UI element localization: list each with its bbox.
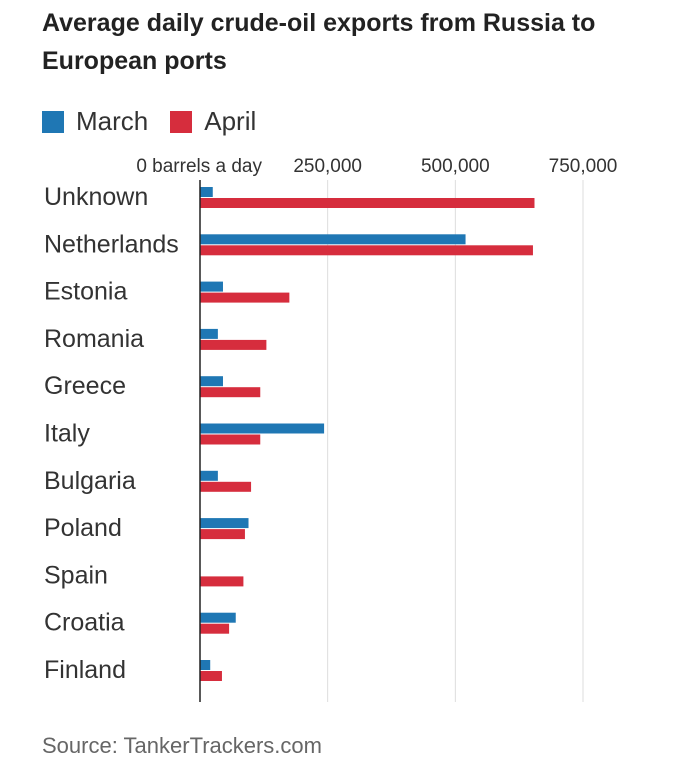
bar-april <box>200 387 261 398</box>
legend-item-march: March <box>42 106 148 137</box>
category-label: Greece <box>44 372 126 400</box>
legend-swatch-march <box>42 110 64 133</box>
bar-april <box>200 529 245 540</box>
bar-march <box>200 518 249 529</box>
bar-april <box>200 198 535 208</box>
bar-april <box>200 576 244 587</box>
category-label: Finland <box>44 656 126 684</box>
bar-march <box>200 328 218 339</box>
x-tick-label: 250,000 <box>293 156 362 177</box>
x-tick-label: 750,000 <box>549 156 618 177</box>
bar-april <box>200 481 252 492</box>
bar-april <box>200 292 290 303</box>
bar-march <box>200 376 223 387</box>
bar-april <box>200 623 230 634</box>
category-label: Netherlands <box>44 230 179 258</box>
legend: March April <box>42 106 278 137</box>
bar-march <box>200 187 213 197</box>
category-label: Poland <box>44 514 122 542</box>
category-label: Estonia <box>44 278 127 306</box>
bar-march <box>200 234 466 245</box>
bar-chart: 0 barrels a day 250,000 500,000 750,000 Unkn… <box>44 156 618 702</box>
category-label: Romania <box>44 325 144 353</box>
bar-april <box>200 245 533 256</box>
category-label: Italy <box>44 420 90 448</box>
bar-march <box>200 660 211 670</box>
legend-label-april: April <box>204 106 257 136</box>
category-label: Bulgaria <box>44 467 136 495</box>
bar-march <box>200 423 325 434</box>
bar-april <box>200 434 261 445</box>
category-label: Croatia <box>44 609 125 637</box>
legend-swatch-april <box>170 110 193 133</box>
chart-title: Average daily crude-oil exports from Rus… <box>42 9 596 75</box>
bar-april <box>200 339 267 350</box>
bar-march <box>200 612 236 623</box>
bar-april <box>200 671 222 681</box>
legend-label-march: March <box>76 106 149 136</box>
category-label: Unknown <box>44 183 148 211</box>
bar-march <box>200 470 218 481</box>
bar-march <box>200 281 223 292</box>
x-tick-label: 0 barrels a day <box>136 156 262 177</box>
x-tick-label: 500,000 <box>421 156 490 177</box>
category-label: Spain <box>44 561 108 589</box>
source-note: Source: TankerTrackers.com <box>42 733 322 758</box>
legend-item-april: April <box>170 106 256 137</box>
